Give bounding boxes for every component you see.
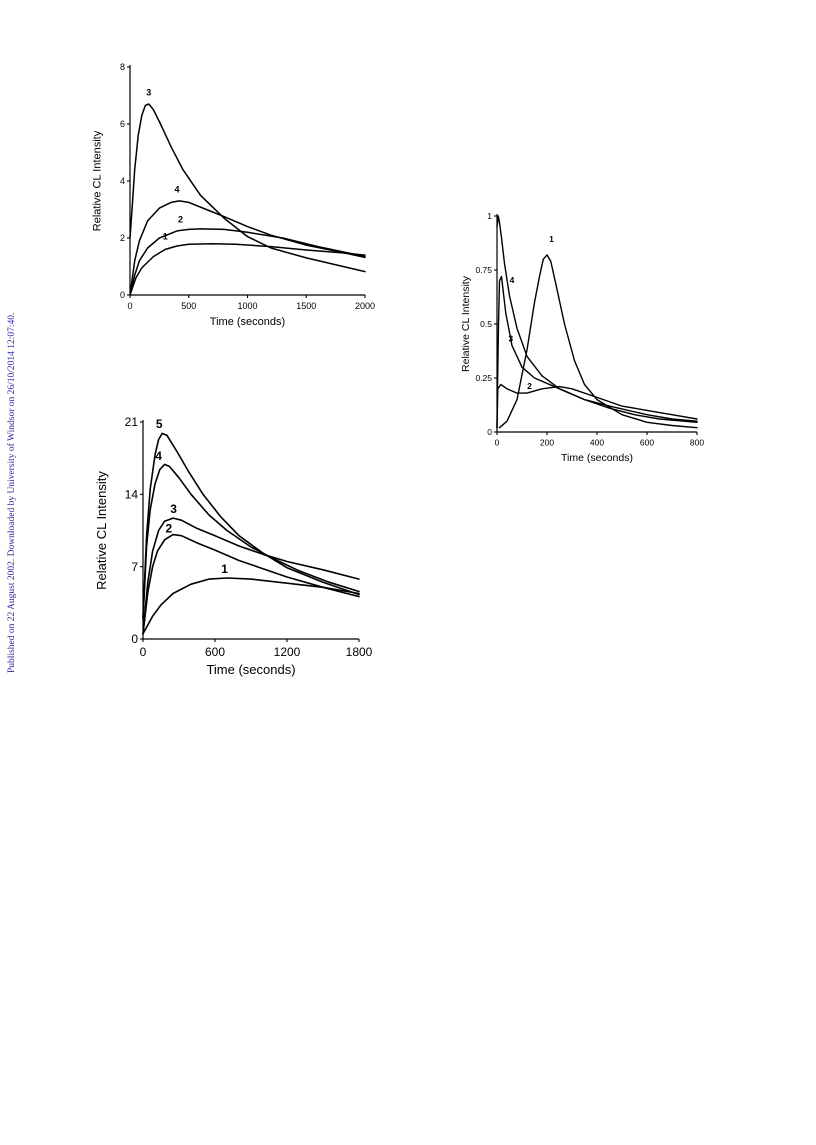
series-label-4: 4 [174,184,179,194]
series-label-3: 3 [170,502,177,516]
publication-watermark: Published on 22 August 2002. Downloaded … [5,268,17,678]
y-tick-label: 0.25 [475,373,492,383]
series-curve-3 [496,275,698,429]
y-tick-label: 0.5 [480,319,492,329]
series-label-3: 3 [508,333,513,343]
series-label-5: 5 [156,417,163,431]
chart-cl-intensity-2000s: 0 500 1000 1500 2000 0 2 4 6 8 Time (seconds) Relat… [92,62,375,328]
y-tick-label: 0 [131,632,138,646]
series-curve-4 [142,463,360,620]
series-curve-4 [496,215,698,423]
x-tick-label: 800 [690,438,704,448]
series-curve-1 [142,577,360,635]
x-tick-label: 1000 [237,301,257,311]
series-label-1: 1 [549,234,554,244]
x-axis-label: Time (seconds) [210,316,285,328]
x-tick-label: 1800 [346,645,373,659]
series-curve-5 [142,432,360,620]
x-tick-label: 600 [205,645,225,659]
y-tick-label: 1 [487,211,492,221]
x-tick-label: 0 [127,301,132,311]
series-label-2: 2 [165,522,172,536]
x-tick-label: 1200 [274,645,301,659]
series-label-3: 3 [146,88,151,98]
x-axis-label: Time (seconds) [561,452,633,464]
series-curve-1 [129,242,366,296]
x-tick-label: 500 [181,301,196,311]
y-tick-label: 8 [120,62,125,72]
x-tick-label: 200 [540,438,554,448]
y-tick-label: 0.75 [475,265,492,275]
series-label-1: 1 [221,562,228,576]
y-tick-label: 21 [125,415,139,429]
x-tick-label: 0 [140,645,147,659]
series-curve-1 [498,254,698,429]
y-tick-label: 2 [120,233,125,243]
series-curve-3 [142,517,360,635]
series-label-2: 2 [527,381,532,391]
x-tick-label: 400 [590,438,604,448]
x-tick-label: 0 [495,438,500,448]
y-tick-label: 6 [120,119,125,129]
y-axis-label: Relative CL Intensity [94,471,109,590]
series-label-4: 4 [510,275,515,285]
y-tick-label: 0 [120,290,125,300]
series-curve-4 [129,200,366,296]
series-curve-3 [129,103,366,273]
x-tick-label: 600 [640,438,654,448]
series-label-2: 2 [178,214,183,224]
chart-cl-intensity-800s: 0 200 400 600 800 0 0.25 0.5 0.75 1 Time (seconds)… [460,211,704,464]
y-tick-label: 14 [125,488,139,502]
x-tick-label: 2000 [355,301,375,311]
series-curve-2 [496,383,698,429]
y-tick-label: 7 [131,560,138,574]
x-tick-label: 1500 [296,301,316,311]
y-axis-label: Relative CL Intensity [460,275,472,372]
y-tick-label: 0 [487,427,492,437]
watermark-text: Published on 22 August 2002. Downloaded … [6,313,17,673]
series-label-4: 4 [155,449,162,463]
series-curve-2 [142,533,360,635]
y-tick-label: 4 [120,176,125,186]
y-axis-label: Relative CL Intensity [92,130,104,231]
x-axis-label: Time (seconds) [206,662,295,677]
